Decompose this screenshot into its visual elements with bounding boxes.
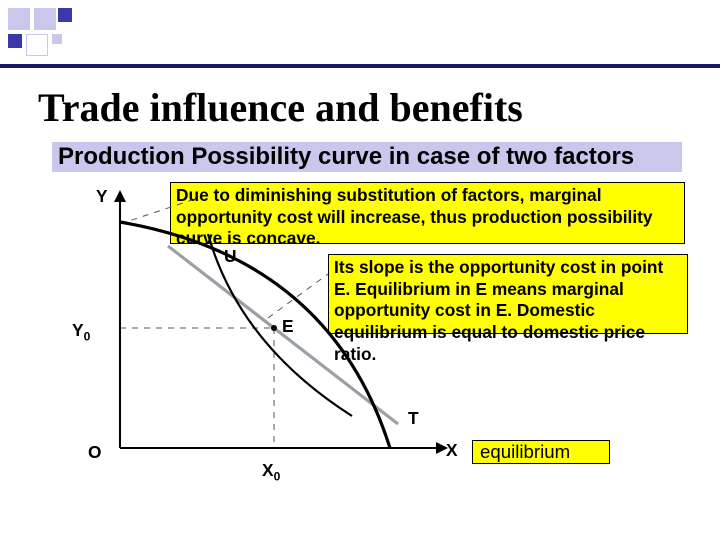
label-u-text: U bbox=[224, 246, 237, 266]
ppc-chart bbox=[80, 188, 460, 488]
label-u: U bbox=[224, 246, 237, 267]
label-e: E bbox=[282, 316, 294, 337]
subtitle: Production Possibility curve in case of … bbox=[52, 142, 682, 172]
label-x-axis: X bbox=[446, 440, 458, 461]
deco-square bbox=[34, 8, 56, 30]
leader-dash bbox=[120, 200, 192, 224]
header-rule bbox=[0, 64, 720, 68]
label-y-text: Y bbox=[96, 186, 108, 206]
page-title: Trade influence and benefits bbox=[38, 84, 523, 131]
y-axis-arrow bbox=[114, 190, 126, 202]
label-x0: X0 bbox=[262, 460, 280, 483]
leader-dash bbox=[268, 274, 328, 318]
deco-square bbox=[58, 8, 72, 22]
label-x0-text: X bbox=[262, 460, 274, 480]
label-o-text: O bbox=[88, 442, 101, 462]
label-origin: O bbox=[88, 442, 101, 463]
label-y0-sub: 0 bbox=[84, 329, 91, 343]
label-t: T bbox=[408, 408, 419, 429]
equilibrium-label: equilibrium bbox=[472, 440, 610, 464]
label-x-text: X bbox=[446, 440, 458, 460]
subtitle-text: Production Possibility curve in case of … bbox=[52, 143, 634, 171]
label-x0-sub: 0 bbox=[274, 469, 281, 483]
point-e bbox=[271, 325, 277, 331]
label-e-text: E bbox=[282, 316, 294, 336]
deco-square bbox=[8, 34, 22, 48]
label-y0: Y0 bbox=[72, 320, 90, 343]
label-y-axis: Y bbox=[96, 186, 108, 207]
label-y0-text: Y bbox=[72, 320, 84, 340]
equilibrium-text: equilibrium bbox=[472, 440, 610, 463]
deco-square bbox=[8, 8, 30, 30]
label-t-text: T bbox=[408, 408, 419, 428]
deco-square bbox=[26, 34, 48, 56]
deco-square bbox=[52, 34, 62, 44]
